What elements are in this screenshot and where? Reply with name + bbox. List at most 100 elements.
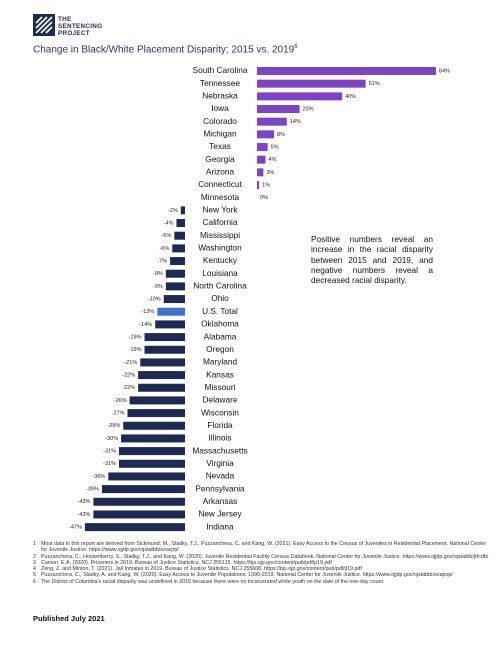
category-label: Kansas — [206, 369, 234, 379]
bar — [157, 307, 185, 316]
bar — [257, 79, 366, 88]
value-label: -27% — [112, 411, 125, 417]
footnote-number: 1 — [33, 541, 36, 547]
category-label: Virginia — [206, 458, 234, 468]
category-label: Washington — [198, 243, 242, 253]
footnote: 4 Zeng, Z. and Minton, T. (2021). Jail In… — [33, 566, 493, 572]
bar — [101, 485, 185, 494]
category-label: Delaware — [202, 395, 237, 405]
footnote: 5 Puzzanchera, C., Sladky, A. and Kang, W… — [33, 572, 493, 578]
bar — [257, 130, 275, 139]
bar — [165, 269, 185, 278]
bar — [180, 206, 185, 215]
category-label: South Carolina — [193, 65, 248, 75]
category-label: Nevada — [206, 471, 235, 481]
value-label: -4% — [164, 220, 174, 226]
bar — [123, 421, 185, 430]
bar — [144, 333, 185, 342]
logo-line: PROJECT — [58, 30, 90, 37]
footnote-number: 5 — [33, 572, 36, 579]
value-label: 40% — [345, 94, 356, 100]
category-label: Texas — [209, 141, 231, 151]
value-label: -7% — [157, 259, 167, 265]
bar — [138, 371, 185, 380]
chart: South Carolina 84% Tennessee 51% Nebraska 40%… — [69, 65, 450, 532]
category-label: Arizona — [206, 167, 235, 177]
bar — [84, 523, 185, 532]
value-label: -29% — [107, 423, 120, 429]
category-label: Oklahoma — [201, 319, 239, 329]
value-label: -14% — [139, 322, 152, 328]
bar — [165, 282, 185, 291]
footnote: 3 Carson, E.A. (2020). Prisoners in 2019.… — [33, 560, 493, 566]
logo-icon — [33, 14, 55, 36]
value-label: -19% — [129, 335, 142, 341]
value-label: -2% — [168, 208, 178, 214]
bar — [127, 409, 185, 418]
value-label: -36% — [92, 474, 105, 480]
category-label: Florida — [207, 420, 233, 430]
value-label: -22% — [122, 385, 135, 391]
category-label: Colorado — [203, 116, 237, 126]
category-label: Kentucky — [203, 255, 238, 265]
category-label: Wisconsin — [201, 407, 239, 417]
value-label: -47% — [69, 525, 82, 531]
footnote-number: 6 — [33, 578, 36, 585]
category-label: Georgia — [205, 154, 235, 164]
value-label: -22% — [122, 373, 135, 379]
value-label: -39% — [86, 487, 99, 493]
category-label: Michigan — [203, 129, 237, 139]
chart-title-wrap: Change in Black/White Placement Disparit… — [33, 44, 298, 55]
value-label: 84% — [439, 68, 450, 74]
category-label: Iowa — [211, 103, 229, 113]
footnote-number: 2 — [33, 553, 36, 560]
title-note: 6 — [294, 44, 298, 50]
category-label: New Jersey — [198, 509, 242, 519]
bar — [257, 92, 343, 101]
bar — [172, 244, 185, 253]
category-label: Connecticut — [198, 179, 243, 189]
value-label: -19% — [129, 347, 142, 353]
category-label: New York — [202, 205, 238, 215]
category-label: Arkansas — [203, 496, 238, 506]
value-label: -9% — [153, 284, 163, 290]
category-label: Louisiana — [202, 268, 238, 278]
chart-title: Change in Black/White Placement Disparit… — [33, 44, 295, 56]
value-label: -30% — [105, 436, 118, 442]
bar — [118, 447, 185, 456]
category-label: Massachusetts — [192, 445, 247, 455]
category-label: Illinois — [208, 433, 231, 443]
bar — [93, 510, 185, 519]
logo: THE SENTENCING PROJECT — [58, 16, 102, 37]
category-label: Pennsylvania — [195, 483, 245, 493]
footnote: 1 Most data in this report are derived fr… — [33, 541, 493, 554]
value-label: 8% — [277, 132, 285, 138]
bar — [257, 143, 268, 152]
footnote-text: Puzzanchera, C., Hockenberry, S., Sladky… — [41, 553, 489, 560]
bar — [108, 472, 185, 481]
category-label: Oregon — [206, 344, 234, 354]
value-label: -31% — [103, 449, 116, 455]
value-label: -43% — [78, 512, 91, 518]
category-label: Tennessee — [200, 78, 241, 88]
value-label: 14% — [290, 119, 301, 125]
annotation: Positive numbers reveal an increase in t… — [311, 234, 433, 286]
bar — [174, 231, 185, 240]
footnote-text: Carson, E.A. (2020). Prisoners in 2019. … — [41, 559, 332, 566]
bar — [121, 434, 185, 443]
category-label: Maryland — [203, 357, 238, 367]
bar — [155, 320, 185, 329]
bar — [257, 117, 287, 126]
value-label: -21% — [124, 360, 137, 366]
bar — [129, 396, 185, 405]
footnote: 6 The District of Columbia's racial dispa… — [33, 579, 493, 585]
value-label: -43% — [78, 499, 91, 505]
value-label: 1% — [262, 182, 270, 188]
footnote-text: Most data in this report are derived fro… — [41, 541, 487, 554]
category-label: U.S. Total — [202, 306, 238, 316]
footnote-number: 4 — [33, 566, 36, 573]
value-label: 51% — [369, 81, 380, 87]
value-label: -9% — [153, 271, 163, 277]
bar — [138, 383, 185, 392]
